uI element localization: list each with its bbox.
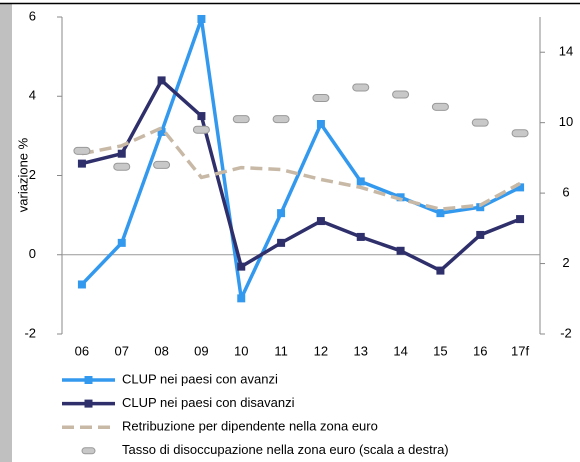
y-tick-label: -2	[24, 325, 36, 340]
point	[392, 90, 410, 99]
point	[431, 102, 449, 111]
point	[436, 209, 445, 218]
point	[113, 162, 131, 171]
legend-marker	[81, 447, 96, 455]
x-tick-label: 14	[393, 343, 407, 358]
point	[511, 129, 529, 138]
point	[237, 294, 246, 303]
point	[157, 127, 166, 136]
point	[516, 183, 525, 192]
point	[516, 215, 525, 224]
point	[197, 14, 206, 23]
y2-tick-label: 2	[562, 255, 569, 270]
legend-label: CLUP nei paesi con avanzi	[122, 371, 278, 386]
legend-label: CLUP nei paesi con disavanzi	[122, 395, 295, 410]
x-tick-label: 07	[115, 343, 129, 358]
point	[192, 125, 210, 134]
point	[197, 112, 206, 121]
y2-tick-label: 14	[559, 44, 573, 59]
x-tick-label: 13	[354, 343, 368, 358]
point	[436, 266, 445, 275]
point	[73, 146, 91, 155]
x-tick-label: 16	[473, 343, 487, 358]
series-line	[81, 78, 521, 273]
legend-label: Retribuzione per dipendente nella zona e…	[122, 419, 378, 434]
point	[476, 203, 485, 212]
x-tick-label: 06	[75, 343, 89, 358]
point	[356, 177, 365, 186]
point	[117, 149, 126, 158]
y-tick-label: 2	[29, 167, 36, 182]
y2-tick-label: -2	[560, 325, 572, 340]
legend-marker	[84, 376, 93, 384]
x-tick-label: 15	[433, 343, 447, 358]
point	[277, 209, 286, 218]
point	[272, 115, 290, 124]
point	[153, 160, 171, 169]
point	[316, 119, 325, 128]
x-tick-label: 11	[274, 343, 288, 358]
point	[396, 246, 405, 255]
point	[237, 262, 246, 271]
point	[396, 193, 405, 202]
y-axis-label: variazione %	[15, 137, 30, 212]
legend-marker	[84, 399, 93, 408]
series-line	[80, 17, 521, 301]
point	[77, 280, 86, 289]
series-line	[81, 126, 521, 211]
y-tick-label: 6	[29, 8, 36, 23]
y-tick-label: 0	[29, 246, 36, 261]
y-tick-label: 4	[29, 88, 36, 103]
point	[77, 159, 86, 168]
point	[356, 232, 365, 241]
point	[277, 238, 286, 247]
x-tick-label: 09	[194, 343, 208, 358]
x-tick-label: 10	[234, 343, 248, 358]
legend-label: Tasso di disoccupazione nella zona euro …	[122, 442, 449, 457]
point	[157, 76, 166, 85]
x-tick-label: 08	[154, 343, 168, 358]
y2-tick-label: 10	[559, 114, 573, 129]
x-tick-label: 17f	[511, 343, 529, 358]
y2-tick-label: 6	[562, 185, 569, 200]
point	[117, 238, 126, 247]
point	[312, 94, 330, 103]
x-tick-label: 12	[314, 343, 328, 358]
point	[316, 217, 325, 226]
point	[476, 230, 485, 239]
side-band	[0, 4, 12, 462]
point	[352, 83, 370, 92]
point	[471, 118, 489, 127]
point	[232, 115, 250, 124]
